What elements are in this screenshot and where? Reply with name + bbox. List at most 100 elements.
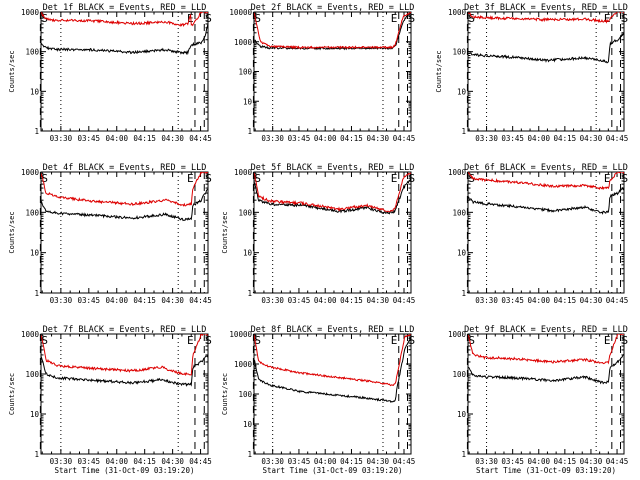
marker-s: S	[205, 172, 212, 185]
marker-s: S	[468, 12, 475, 25]
y-tick-label: 10	[243, 249, 253, 258]
x-axis-label: Start Time (31-Oct-09 03:19:20)	[55, 466, 195, 475]
events-series-line	[41, 23, 208, 56]
chart-title: Det 1f BLACK = Events, RED = LLD	[43, 3, 207, 13]
x-tick-label: 04:45	[393, 134, 416, 143]
x-tick-label: 04:15	[133, 296, 156, 305]
events-series-line	[254, 177, 411, 215]
chart-title: Det 4f BLACK = Events, RED = LLD	[43, 163, 207, 173]
events-series-line	[41, 354, 208, 387]
y-tick-label: 100	[452, 48, 466, 57]
lld-series-line	[254, 334, 411, 387]
x-tick-label: 04:00	[527, 296, 550, 305]
x-tick-label: 03:45	[288, 134, 311, 143]
x-tick-label: 04:45	[606, 296, 629, 305]
y-tick-label: 1000	[448, 168, 467, 177]
x-tick-label: 03:30	[261, 134, 284, 143]
chart-title: Det 6f BLACK = Events, RED = LLD	[464, 163, 628, 173]
x-tick-label: 03:30	[475, 296, 498, 305]
x-tick-label: 04:45	[393, 457, 416, 466]
x-tick-label: 04:00	[105, 296, 128, 305]
y-tick-label: 1000	[234, 38, 253, 47]
lld-series-line	[468, 172, 624, 191]
x-tick-label: 04:15	[133, 134, 156, 143]
x-tick-label: 03:45	[501, 296, 524, 305]
y-tick-label: 1000	[448, 8, 467, 17]
events-series-line	[254, 336, 411, 403]
marker-e: E	[604, 334, 611, 347]
marker-e: E	[604, 12, 611, 25]
y-tick-label: 10	[30, 87, 40, 96]
panel-7: Det 7f BLACK = Events, RED = LLD 1 10 100 10…	[8, 325, 212, 475]
panel-3: Det 3f BLACK = Events, RED = LLD 1 10 100 10…	[435, 3, 628, 143]
marker-s: S	[408, 12, 415, 25]
x-tick-label: 03:45	[288, 296, 311, 305]
x-tick-label: 03:30	[475, 457, 498, 466]
chart-title: Det 7f BLACK = Events, RED = LLD	[43, 325, 207, 335]
x-tick-label: 04:15	[340, 457, 363, 466]
y-tick-label: 1	[247, 450, 252, 459]
y-tick-label: 1000	[234, 360, 253, 369]
x-tick-label: 04:45	[606, 457, 629, 466]
plot-frame	[40, 11, 209, 132]
y-tick-label: 1000	[21, 8, 40, 17]
x-tick-label: 03:30	[50, 296, 73, 305]
y-tick-label: 100	[452, 208, 466, 217]
chart-title: Det 8f BLACK = Events, RED = LLD	[251, 325, 415, 335]
x-tick-label: 04:00	[527, 134, 550, 143]
marker-s: S	[468, 334, 475, 347]
y-tick-label: 100	[452, 370, 466, 379]
x-tick-label: 04:30	[366, 134, 389, 143]
x-tick-label: 03:45	[78, 134, 101, 143]
x-axis-label: Start Time (31-Oct-09 03:19:20)	[476, 466, 616, 475]
x-tick-label: 03:45	[78, 296, 101, 305]
y-axis-label: Counts/sec	[221, 211, 229, 253]
events-series-line	[254, 12, 411, 51]
marker-e: E	[187, 172, 194, 185]
y-tick-label: 1000	[21, 168, 40, 177]
x-tick-label: 04:30	[366, 457, 389, 466]
y-tick-label: 10	[457, 249, 467, 258]
marker-s: S	[622, 172, 629, 185]
y-tick-label: 100	[25, 208, 39, 217]
y-tick-label: 10000	[229, 8, 252, 17]
marker-s: S	[408, 334, 415, 347]
x-tick-label: 03:30	[50, 134, 73, 143]
marker-s: S	[205, 12, 212, 25]
y-tick-label: 100	[238, 390, 252, 399]
x-tick-label: 04:45	[189, 296, 212, 305]
plot-frame	[467, 333, 625, 455]
y-tick-label: 100	[25, 370, 39, 379]
marker-s: S	[408, 172, 415, 185]
y-tick-label: 1000	[448, 330, 467, 339]
y-tick-label: 10	[30, 410, 40, 419]
x-tick-label: 04:30	[366, 296, 389, 305]
events-series-line	[468, 353, 624, 385]
chart-title: Det 3f BLACK = Events, RED = LLD	[464, 3, 628, 13]
x-tick-label: 04:00	[105, 134, 128, 143]
chart-title: Det 5f BLACK = Events, RED = LLD	[251, 163, 415, 173]
marker-e: E	[391, 172, 398, 185]
marker-e: E	[391, 12, 398, 25]
marker-s: S	[254, 172, 261, 185]
marker-s: S	[41, 172, 48, 185]
y-tick-label: 100	[238, 68, 252, 77]
panel-2: Det 2f BLACK = Events, RED = LLD 1 10 100 10…	[229, 3, 415, 143]
lld-series-line	[41, 12, 208, 27]
x-tick-label: 04:45	[606, 134, 629, 143]
plot-frame	[467, 11, 625, 132]
x-tick-label: 03:45	[501, 134, 524, 143]
y-tick-label: 100	[238, 208, 252, 217]
lld-series-line	[254, 12, 411, 50]
plot-frame	[253, 333, 412, 455]
x-tick-label: 03:30	[475, 134, 498, 143]
chart-title: Det 9f BLACK = Events, RED = LLD	[464, 325, 628, 335]
y-tick-label: 10000	[229, 330, 252, 339]
marker-e: E	[187, 334, 194, 347]
y-tick-label: 10	[243, 420, 253, 429]
y-tick-label: 1	[34, 289, 39, 298]
panel-4: Det 4f BLACK = Events, RED = LLD 1 10 100 10…	[8, 163, 212, 305]
y-tick-label: 1	[34, 450, 39, 459]
marker-s: S	[622, 334, 629, 347]
